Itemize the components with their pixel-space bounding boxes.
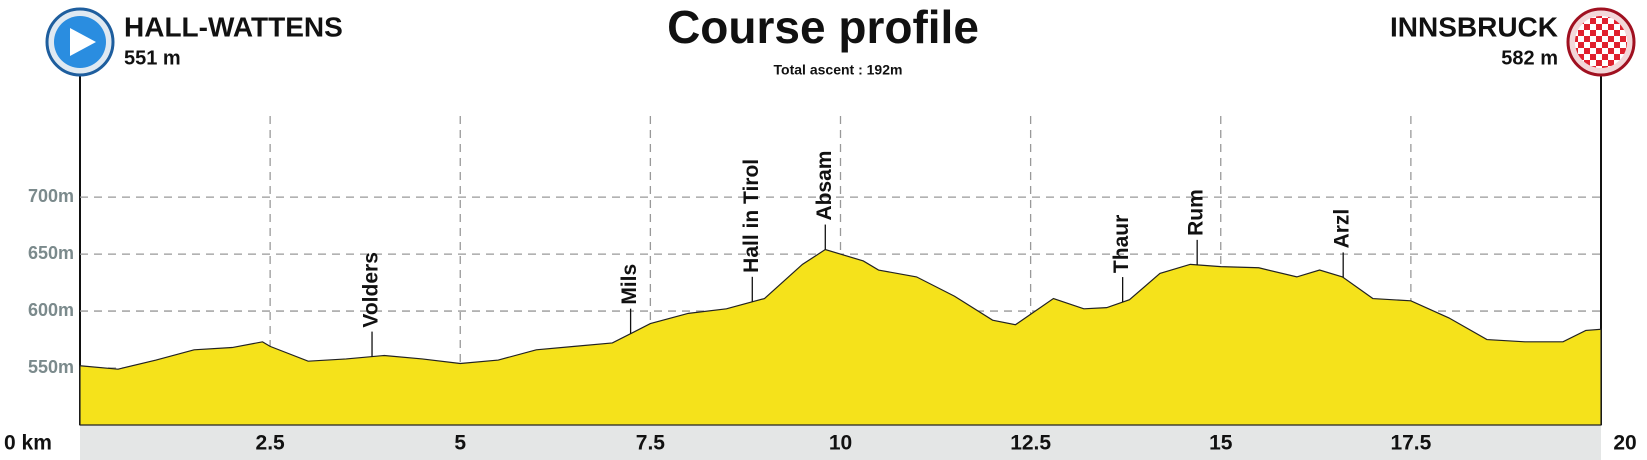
place-label: Absam — [813, 151, 836, 221]
place-label: Mils — [618, 264, 641, 305]
x-tick-label: 17.5 — [1390, 432, 1431, 455]
x-tick-label: 2.5 — [256, 432, 286, 455]
y-tick-label: 550m — [28, 357, 74, 377]
place-label: Thaur — [1110, 215, 1133, 273]
place-label: Rum — [1185, 189, 1208, 236]
finish-name: INNSBRUCK — [1390, 11, 1558, 42]
y-tick-label: 600m — [28, 300, 74, 320]
start-name: HALL-WATTENS — [124, 11, 343, 42]
place-label: Arzl — [1331, 209, 1354, 249]
finish-icon — [1566, 7, 1636, 77]
x-tick-label: 0 km — [4, 432, 52, 455]
chart-subtitle: Total ascent : 192m — [774, 62, 903, 78]
start-icon — [45, 7, 115, 77]
x-tick-label: 20 — [1613, 432, 1636, 455]
finish-elevation: 582 m — [1501, 47, 1558, 69]
chart-title: Course profile — [667, 1, 979, 53]
elevation-area — [79, 248, 1602, 426]
x-tick-label: 12.5 — [1010, 432, 1051, 455]
x-tick-label: 10 — [829, 432, 852, 455]
place-label: Hall in Tirol — [740, 159, 763, 273]
y-tick-label: 700m — [28, 186, 74, 206]
x-axis-band — [80, 425, 1601, 460]
place-label: Volders — [360, 252, 383, 327]
y-tick-label: 650m — [28, 243, 74, 263]
start-elevation: 551 m — [124, 47, 181, 69]
x-tick-label: 7.5 — [636, 432, 666, 455]
x-tick-label: 15 — [1209, 432, 1233, 455]
x-tick-label: 5 — [454, 432, 466, 455]
